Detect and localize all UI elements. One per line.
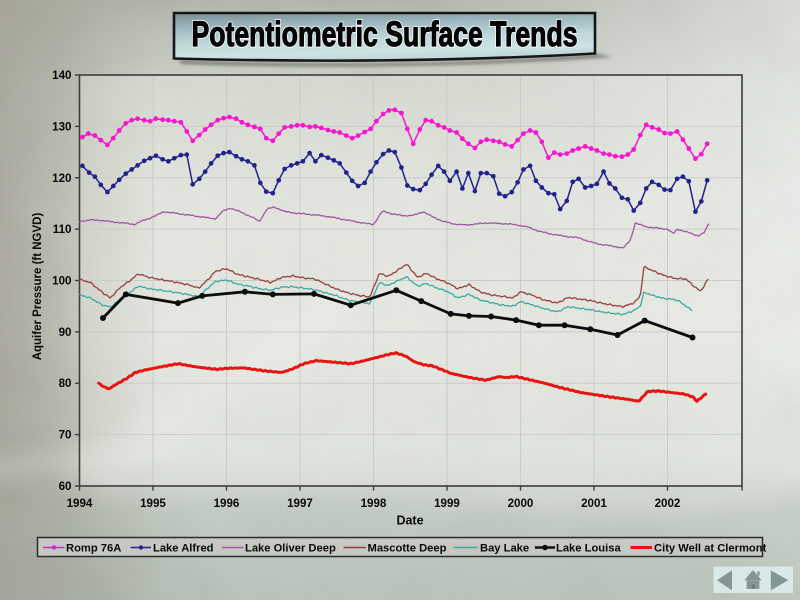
svg-text:90: 90 bbox=[59, 326, 72, 339]
svg-text:Romp 76A: Romp 76A bbox=[66, 543, 121, 555]
svg-text:2002: 2002 bbox=[655, 497, 681, 510]
svg-text:Bay Lake: Bay Lake bbox=[480, 543, 529, 555]
svg-text:70: 70 bbox=[59, 429, 72, 442]
svg-text:City Well at Clermont: City Well at Clermont bbox=[654, 543, 767, 555]
svg-text:1998: 1998 bbox=[361, 497, 387, 510]
svg-text:2001: 2001 bbox=[581, 497, 607, 510]
svg-text:Potentiometric Surface Trends: Potentiometric Surface Trends bbox=[192, 14, 578, 54]
svg-text:1997: 1997 bbox=[287, 497, 313, 510]
svg-text:2000: 2000 bbox=[508, 497, 534, 510]
svg-text:Lake Oliver Deep: Lake Oliver Deep bbox=[245, 543, 336, 555]
svg-text:Date: Date bbox=[396, 514, 423, 528]
svg-text:1994: 1994 bbox=[67, 497, 93, 510]
svg-text:60: 60 bbox=[59, 480, 72, 493]
svg-text:Mascotte Deep: Mascotte Deep bbox=[368, 543, 447, 555]
svg-text:Aquifer Pressure (ft NGVD): Aquifer Pressure (ft NGVD) bbox=[32, 213, 44, 361]
svg-text:1996: 1996 bbox=[214, 497, 240, 510]
svg-text:Lake Alfred: Lake Alfred bbox=[153, 543, 214, 555]
svg-text:120: 120 bbox=[52, 172, 71, 185]
svg-text:110: 110 bbox=[53, 223, 72, 236]
svg-text:130: 130 bbox=[52, 120, 71, 133]
svg-text:1999: 1999 bbox=[434, 497, 460, 510]
svg-text:Lake Louisa: Lake Louisa bbox=[556, 543, 621, 555]
svg-text:80: 80 bbox=[59, 377, 72, 390]
svg-text:1995: 1995 bbox=[140, 497, 166, 510]
svg-text:100: 100 bbox=[52, 275, 71, 288]
